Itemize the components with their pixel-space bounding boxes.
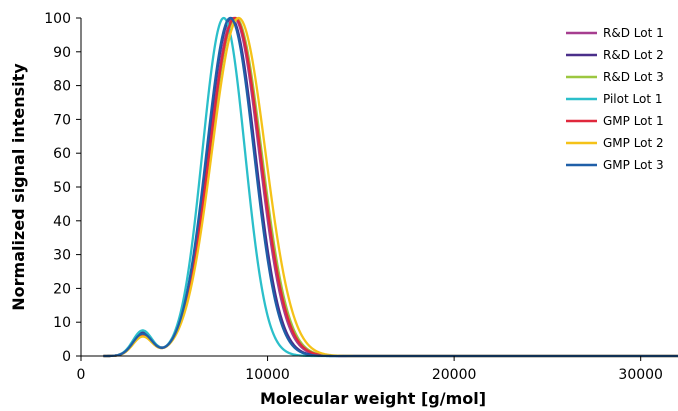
- x-ticks: 0 10000 20000 30000: [77, 356, 663, 383]
- legend-label: R&D Lot 3: [603, 70, 664, 84]
- y-tick-label: 80: [53, 79, 71, 95]
- series-line: [102, 16, 678, 358]
- series-line: [102, 16, 678, 358]
- y-tick-label: 40: [53, 214, 71, 230]
- legend-label: GMP Lot 2: [603, 136, 664, 150]
- legend: R&D Lot 1 R&D Lot 2 R&D Lot 3 Pilot Lot 1 GM…: [566, 26, 664, 172]
- y-ticks: 0 10 20 30 40 50 60 70 80 90 100: [44, 11, 81, 365]
- x-axis-title: Molecular weight [g/mol]: [260, 389, 486, 408]
- y-tick-label: 10: [53, 315, 71, 331]
- y-tick-label: 70: [53, 112, 71, 128]
- legend-label: R&D Lot 2: [603, 48, 664, 62]
- series-line: [102, 16, 678, 358]
- y-tick-label: 60: [53, 146, 71, 162]
- series-line: [102, 16, 678, 358]
- legend-label: GMP Lot 3: [603, 158, 664, 172]
- y-tick-label: 100: [44, 11, 71, 27]
- y-tick-label: 0: [62, 349, 71, 365]
- legend-label: GMP Lot 1: [603, 114, 664, 128]
- x-tick-label: 30000: [618, 367, 663, 383]
- legend-label: Pilot Lot 1: [603, 92, 662, 106]
- y-tick-label: 30: [53, 248, 71, 264]
- x-tick-label: 0: [77, 367, 86, 383]
- series-line: [102, 16, 678, 358]
- x-tick-label: 20000: [432, 367, 477, 383]
- series-line: [102, 16, 678, 358]
- series-layer: [102, 16, 678, 358]
- y-axis-title: Normalized signal intensity: [9, 63, 28, 311]
- legend-label: R&D Lot 1: [603, 26, 664, 40]
- x-tick-label: 10000: [245, 367, 290, 383]
- y-tick-label: 20: [53, 281, 71, 297]
- series-line: [102, 16, 678, 358]
- y-tick-label: 50: [53, 180, 71, 196]
- y-tick-label: 90: [53, 45, 71, 61]
